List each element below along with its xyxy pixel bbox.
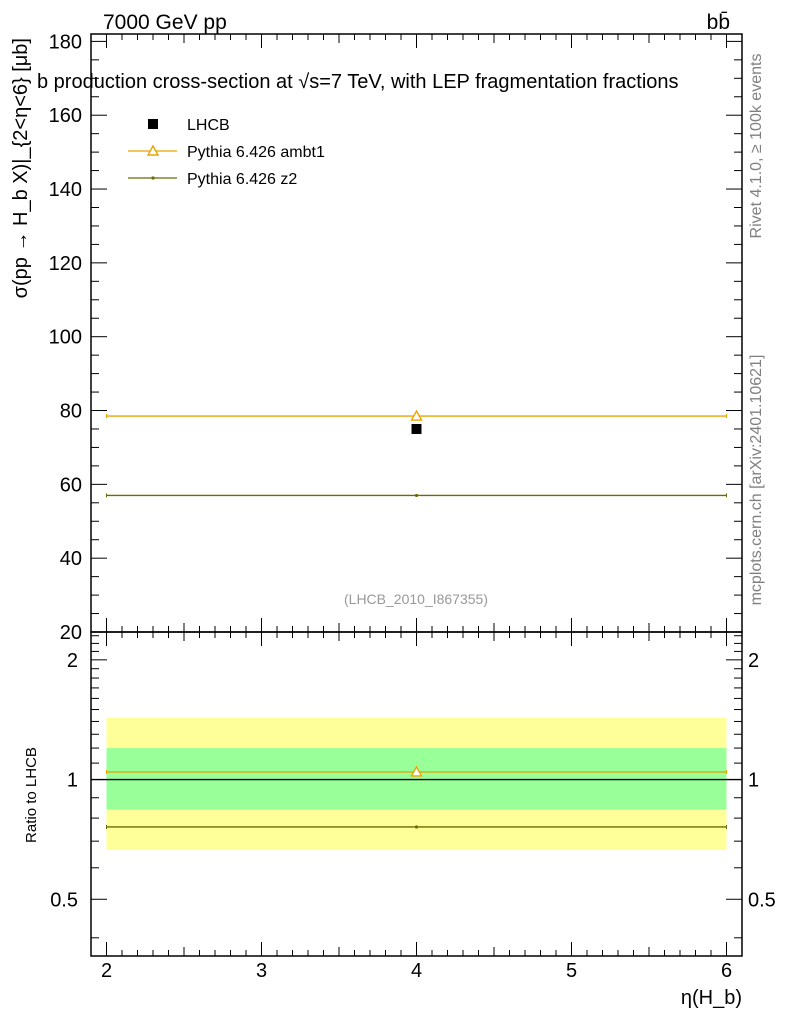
analysis-label: (LHCB_2010_I867355) <box>344 591 488 607</box>
main-pythia-6-426-z2-point <box>414 493 419 498</box>
y-tick-label: 80 <box>60 401 82 423</box>
y-tick-label: 20 <box>60 622 82 644</box>
ratio-y-tick-label-right: 1 <box>748 770 759 792</box>
ratio-plot-area <box>91 717 742 851</box>
x-tick-label: 3 <box>256 960 267 982</box>
ratio-pythia-6-426-ambt1-point <box>410 765 423 777</box>
x-tick-label: 4 <box>411 960 422 982</box>
ratio-y-tick-label: 1 <box>67 770 78 792</box>
y-tick-label: 160 <box>49 105 82 127</box>
legend-label-lhcb: LHCB <box>187 117 230 134</box>
main-lhcb-point <box>411 423 422 434</box>
process-label: bb̄ <box>707 11 730 34</box>
energy-label: 7000 GeV pp <box>103 11 227 34</box>
x-tick-label: 6 <box>721 960 732 982</box>
legend-label-pythia-6-426-ambt1: Pythia 6.426 ambt1 <box>187 144 325 161</box>
plot-title: b production cross-section at √s=7 TeV, … <box>37 71 679 93</box>
y-tick-label: 140 <box>49 179 82 201</box>
ratio-y-tick-label: 2 <box>67 650 78 672</box>
ratio-panel: 2 3 4 5 6 0.5 0.5 1 1 2 2 <box>50 631 776 982</box>
legend-marker-pythia-6-426-z2 <box>151 176 155 180</box>
source-label: mcplots.cern.ch [arXiv:2401.10621] <box>748 355 765 606</box>
x-tick-label: 5 <box>566 960 577 982</box>
x-axis-label: η(H_b) <box>681 987 742 1009</box>
legend: LHCB Pythia 6.426 ambt1 Pythia 6.426 z2 <box>128 117 325 188</box>
y-tick-label: 100 <box>49 327 82 349</box>
y-tick-label: 120 <box>49 253 82 275</box>
ratio-pythia-6-426-z2-point <box>414 825 419 829</box>
ratio-y-tick-label-right: 2 <box>748 650 759 672</box>
legend-label-pythia-6-426-z2: Pythia 6.426 z2 <box>187 171 297 188</box>
ratio-y-tick-label-right: 0.5 <box>748 889 776 911</box>
main-y-axis-label: σ(pp → H_b X)|_{2<η<6} [μb] <box>10 38 32 298</box>
main-pythia-6-426-ambt1-point <box>410 409 423 421</box>
x-tick-label: 2 <box>101 960 112 982</box>
main-plot-area <box>106 409 727 498</box>
legend-marker-lhcb <box>148 119 158 129</box>
y-tick-label: 180 <box>49 31 82 53</box>
y-tick-label: 40 <box>60 548 82 570</box>
rivet-label: Rivet 4.1.0, ≥ 100k events <box>748 54 765 239</box>
legend-marker-pythia-6-426-ambt1 <box>146 144 160 156</box>
y-tick-label: 60 <box>60 474 82 496</box>
ratio-y-tick-label: 0.5 <box>50 889 78 911</box>
uncertainty-band-inner <box>106 748 727 810</box>
ratio-y-axis-label: Ratio to LHCB <box>23 747 40 843</box>
